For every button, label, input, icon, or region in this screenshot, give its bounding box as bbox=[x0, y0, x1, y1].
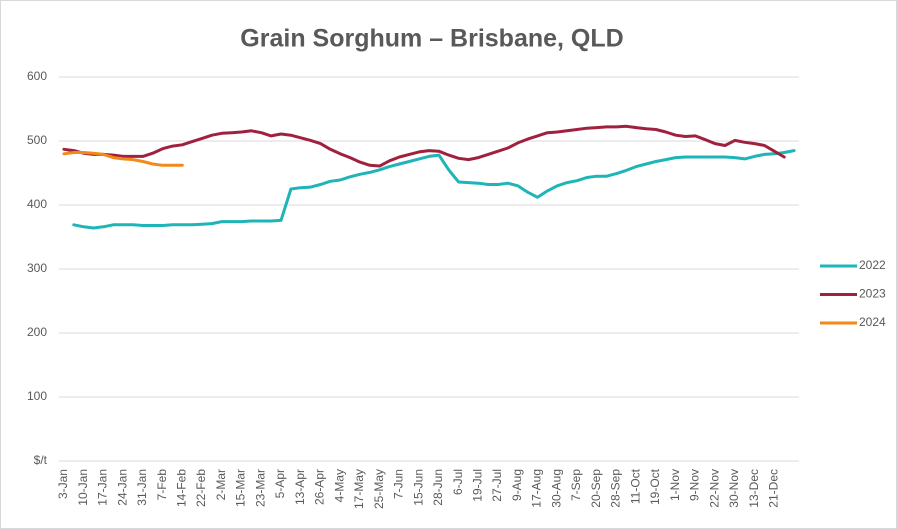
series-line bbox=[72, 149, 796, 230]
x-tick-label: 31-Jan bbox=[135, 469, 149, 506]
x-tick-label: 23-Mar bbox=[253, 469, 267, 507]
x-tick-label: 19-Jul bbox=[471, 469, 485, 502]
y-tick-label: 200 bbox=[27, 325, 47, 339]
x-tick-label: 21-Dec bbox=[767, 469, 781, 508]
legend-label: 2023 bbox=[859, 287, 886, 301]
x-tick-label: 9-Aug bbox=[510, 469, 524, 501]
chart-title: Grain Sorghum – Brisbane, QLD bbox=[240, 25, 623, 53]
x-tick-label: 22-Nov bbox=[707, 469, 721, 508]
x-tick-label: 7-Feb bbox=[155, 469, 169, 501]
x-tick-label: 20-Sep bbox=[589, 469, 603, 508]
x-tick-label: 14-Feb bbox=[175, 469, 189, 507]
x-tick-label: 2-Mar bbox=[214, 469, 228, 500]
x-tick-label: 7-Sep bbox=[569, 469, 583, 501]
y-tick-label: 600 bbox=[27, 69, 47, 83]
x-tick-label: 25-May bbox=[372, 469, 386, 509]
x-tick-label: 26-Apr bbox=[313, 469, 327, 505]
x-tick-label: 10-Jan bbox=[76, 469, 90, 506]
x-tick-label: 24-Jan bbox=[115, 469, 129, 506]
x-tick-label: 17-May bbox=[352, 469, 366, 509]
x-tick-label: 17-Jan bbox=[96, 469, 110, 506]
x-tick-label: 6-Jul bbox=[451, 469, 465, 495]
series-line bbox=[62, 124, 786, 168]
x-tick-label: 22-Feb bbox=[194, 469, 208, 507]
x-tick-label: 28-Jun bbox=[431, 469, 445, 506]
x-tick-label: 19-Oct bbox=[648, 468, 662, 505]
x-tick-label: 7-Jun bbox=[392, 469, 406, 499]
y-tick-label: 300 bbox=[27, 261, 47, 275]
x-tick-label: 27-Jul bbox=[490, 469, 504, 502]
x-tick-label: 13-Apr bbox=[293, 469, 307, 505]
series-line bbox=[62, 151, 184, 167]
x-tick-label: 28-Sep bbox=[609, 469, 623, 508]
x-tick-label: 4-May bbox=[332, 469, 346, 502]
y-tick-label: 500 bbox=[27, 133, 47, 147]
x-tick-label: 3-Jan bbox=[56, 469, 70, 499]
x-tick-label: 1-Nov bbox=[668, 469, 682, 501]
x-tick-label: 5-Apr bbox=[273, 469, 287, 498]
legend-label: 2024 bbox=[859, 315, 886, 329]
x-tick-label: 15-Jun bbox=[411, 469, 425, 506]
y-tick-label: $/t bbox=[34, 453, 48, 467]
x-tick-label: 15-Mar bbox=[234, 469, 248, 507]
y-tick-label: 400 bbox=[27, 197, 47, 211]
x-tick-label: 30-Nov bbox=[727, 469, 741, 508]
y-tick-label: 100 bbox=[27, 389, 47, 403]
x-tick-label: 11-Oct bbox=[628, 468, 642, 504]
x-tick-label: 30-Aug bbox=[549, 469, 563, 508]
x-tick-label: 17-Aug bbox=[530, 469, 544, 508]
legend-label: 2022 bbox=[859, 258, 886, 272]
x-tick-label: 13-Dec bbox=[747, 469, 761, 508]
x-tick-label: 9-Nov bbox=[688, 469, 702, 501]
